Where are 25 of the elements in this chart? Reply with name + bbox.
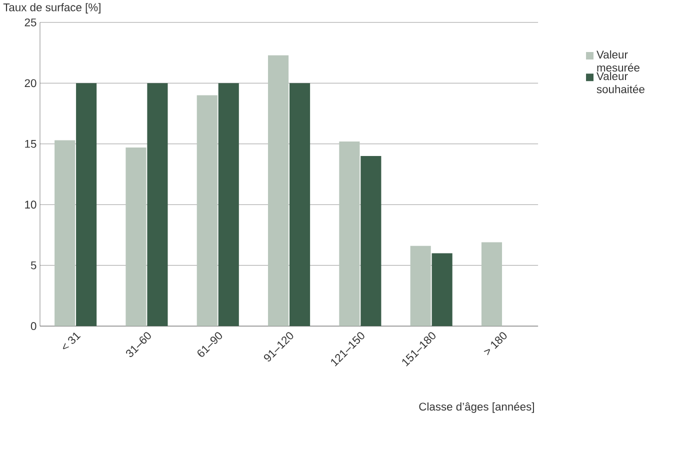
- bar: [339, 142, 360, 326]
- bar: [432, 253, 452, 326]
- y-tick-label: 20: [24, 79, 36, 88]
- y-tick-label: 10: [25, 200, 36, 209]
- legend-label: Valeur souhaitée: [596, 72, 644, 94]
- x-axis-title: Classe d’âges [années]: [419, 402, 534, 414]
- y-tick-label: 5: [30, 262, 36, 270]
- y-tick-label: 0: [30, 322, 36, 330]
- legend-label: Valeur mesurée: [596, 50, 640, 72]
- bar: [481, 242, 502, 326]
- y-tick-label: 25: [24, 18, 36, 27]
- bar: [147, 83, 168, 326]
- bar: [410, 246, 431, 326]
- y-axis-title: Taux de surface [%]: [3, 3, 100, 14]
- x-tick-label: < 31: [62, 332, 81, 350]
- x-tick-label: > 180: [484, 332, 507, 356]
- bar: [360, 156, 382, 326]
- bar: [54, 140, 76, 326]
- bar: [218, 83, 239, 326]
- bar: [126, 148, 146, 326]
- bar: [268, 55, 289, 326]
- y-tick-label: 15: [25, 140, 36, 148]
- bar: [196, 96, 218, 326]
- bar: [290, 83, 310, 326]
- bar: [76, 83, 97, 326]
